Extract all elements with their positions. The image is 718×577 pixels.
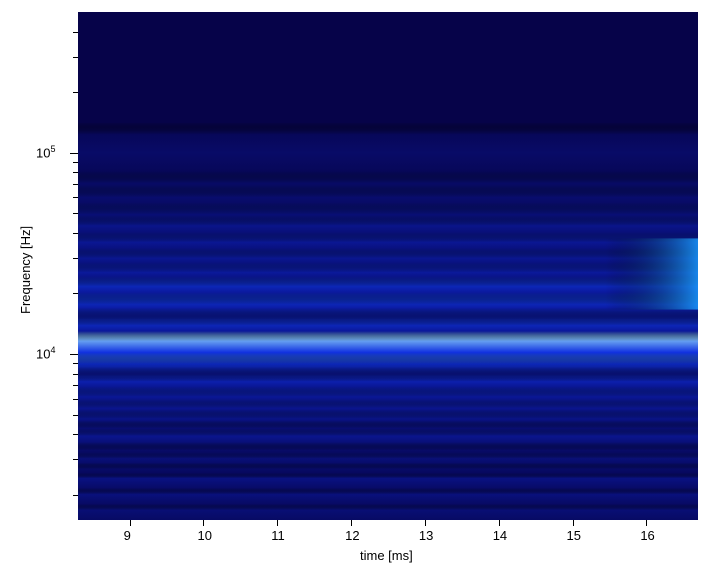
x-tick — [646, 520, 647, 526]
x-tick-label: 10 — [197, 528, 211, 543]
y-tick-minor — [73, 293, 78, 294]
x-tick-label: 15 — [567, 528, 581, 543]
figure-container: Frequency [Hz] time [ms] 9 10 11 12 13 14 15 16… — [0, 0, 718, 577]
y-tick-minor — [73, 184, 78, 185]
y-tick-minor — [73, 495, 78, 496]
x-tick — [499, 520, 500, 526]
y-tick-minor — [73, 363, 78, 364]
x-tick — [425, 520, 426, 526]
y-tick-minor — [73, 434, 78, 435]
x-tick — [203, 520, 204, 526]
spectrogram-highlight — [605, 238, 698, 309]
spectrogram-svg — [78, 12, 698, 520]
x-tick-label: 9 — [124, 528, 131, 543]
y-tick-label: 105 — [36, 144, 66, 160]
x-tick — [130, 520, 131, 526]
x-tick-label: 16 — [640, 528, 654, 543]
x-tick — [277, 520, 278, 526]
y-tick-minor — [73, 258, 78, 259]
spectrogram-band — [78, 122, 698, 183]
x-tick-label: 13 — [419, 528, 433, 543]
y-tick-minor — [73, 399, 78, 400]
x-axis-label: time [ms] — [360, 548, 413, 563]
x-tick-label: 14 — [493, 528, 507, 543]
y-tick-minor — [73, 92, 78, 93]
y-axis-label: Frequency [Hz] — [18, 226, 33, 314]
x-tick — [351, 520, 352, 526]
y-tick-major — [70, 354, 78, 355]
spectrogram-plot — [78, 12, 698, 520]
x-tick-label: 12 — [345, 528, 359, 543]
y-tick-minor — [73, 459, 78, 460]
y-tick-minor — [73, 57, 78, 58]
y-tick-label: 104 — [36, 345, 66, 361]
x-tick-label: 11 — [271, 528, 285, 543]
y-tick-minor — [73, 233, 78, 234]
y-tick-major — [70, 153, 78, 154]
y-tick-minor — [73, 213, 78, 214]
y-tick-minor — [73, 162, 78, 163]
y-tick-minor — [73, 197, 78, 198]
y-tick-minor — [73, 415, 78, 416]
y-tick-minor — [73, 385, 78, 386]
x-tick — [573, 520, 574, 526]
y-tick-minor — [73, 374, 78, 375]
y-tick-minor — [73, 172, 78, 173]
y-tick-minor — [73, 32, 78, 33]
